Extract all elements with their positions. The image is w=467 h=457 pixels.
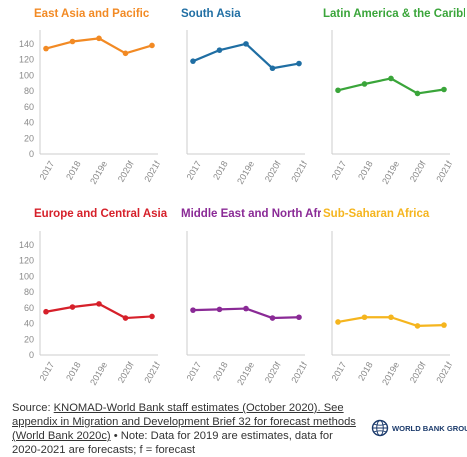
data-point xyxy=(96,301,102,307)
chart-panel-4: Europe and Central Asia 0 20 40 60 80 100 120 14… xyxy=(19,208,168,387)
data-point xyxy=(414,90,421,97)
chart-panel-2: South Asia 2017 2018 2019e 2020f 2021f xyxy=(181,8,309,186)
x-tick-label: 2019e xyxy=(235,360,256,387)
x-tick-label: 2021f xyxy=(142,360,162,385)
data-point xyxy=(149,42,155,49)
y-tick-label: 120 xyxy=(19,256,34,266)
x-tick-label: 2021f xyxy=(142,159,162,184)
data-point xyxy=(243,305,249,312)
y-tick-label: 60 xyxy=(24,303,34,313)
chart-panel-5: Middle East and North Africa 2017 2018 2019… xyxy=(181,208,338,387)
x-tick-label: 2019e xyxy=(380,360,401,387)
y-tick-label: 120 xyxy=(19,55,34,65)
y-tick-label: 100 xyxy=(19,70,34,80)
chart-panel-1: East Asia and Pacific 0 20 40 60 80 100 120 140 2… xyxy=(19,8,162,186)
data-point xyxy=(43,308,49,315)
y-tick-label: 60 xyxy=(24,102,34,112)
data-point xyxy=(335,319,341,325)
x-tick-label: 2020f xyxy=(408,360,428,385)
data-point xyxy=(69,38,76,45)
x-tick-label: 2017 xyxy=(185,159,204,181)
data-point xyxy=(441,86,447,93)
y-tick-label: 0 xyxy=(29,350,34,360)
y-tick-label: 80 xyxy=(24,287,34,297)
y-tick-label: 40 xyxy=(24,319,34,329)
source-note: Source: KNOMAD-World Bank staff estimate… xyxy=(12,401,364,457)
data-point xyxy=(441,322,447,328)
x-tick-label: 2017 xyxy=(38,360,57,382)
data-point xyxy=(269,315,276,321)
y-tick-label: 140 xyxy=(19,39,34,49)
world-bank-globe-icon xyxy=(371,419,389,437)
data-point xyxy=(361,314,368,321)
data-point xyxy=(190,307,196,313)
x-tick-label: 2020f xyxy=(408,159,428,184)
data-point xyxy=(149,313,155,320)
chart-title: Europe and Central Asia xyxy=(34,208,168,220)
x-tick-label: 2018 xyxy=(64,360,83,382)
x-tick-label: 2017 xyxy=(185,360,204,382)
source-link[interactable]: KNOMAD-World Bank staff estimates (Octob… xyxy=(12,402,356,442)
x-tick-label: 2019e xyxy=(235,159,256,186)
x-tick-label: 2020f xyxy=(116,159,136,184)
y-tick-label: 40 xyxy=(24,118,34,128)
chart-title: Sub-Saharan Africa xyxy=(323,208,430,220)
data-point xyxy=(216,47,223,53)
y-tick-label: 20 xyxy=(24,334,34,344)
source-note-text: • Note: Data for 2019 are estimates, dat… xyxy=(12,430,333,456)
data-point xyxy=(69,304,76,310)
data-point xyxy=(96,35,102,42)
data-point xyxy=(361,81,368,87)
x-tick-label: 2021f xyxy=(289,159,309,184)
world-bank-logo-text: WORLD BANK GROUP xyxy=(392,423,467,433)
x-tick-label: 2020f xyxy=(116,360,136,385)
x-tick-label: 2021f xyxy=(434,159,454,184)
data-point xyxy=(388,314,394,321)
series-line xyxy=(192,42,300,70)
x-tick-label: 2021f xyxy=(289,360,309,385)
data-point xyxy=(296,314,302,321)
y-tick-label: 0 xyxy=(29,149,34,159)
x-tick-label: 2019e xyxy=(88,360,109,387)
data-point xyxy=(269,65,276,72)
data-point xyxy=(43,45,49,52)
x-tick-label: 2018 xyxy=(64,159,83,181)
x-tick-label: 2018 xyxy=(356,159,375,181)
data-point xyxy=(296,60,302,67)
x-tick-label: 2019e xyxy=(88,159,109,186)
regional-charts: East Asia and Pacific 0 20 40 60 80 100 120 140 2… xyxy=(19,8,467,387)
chart-title: South Asia xyxy=(181,8,241,20)
x-tick-label: 2020f xyxy=(263,159,283,184)
x-tick-label: 2018 xyxy=(356,360,375,382)
x-tick-label: 2017 xyxy=(38,159,57,181)
x-tick-label: 2018 xyxy=(211,360,230,382)
x-tick-label: 2020f xyxy=(263,360,283,385)
data-point xyxy=(388,75,394,82)
source-prefix: Source: xyxy=(12,402,54,414)
world-bank-logo: WORLD BANK GROUP xyxy=(371,418,467,438)
x-tick-label: 2017 xyxy=(330,360,349,382)
x-tick-label: 2017 xyxy=(330,159,349,181)
data-point xyxy=(414,323,421,329)
chart-title: East Asia and Pacific xyxy=(34,8,150,20)
chart-title: Middle East and North Africa xyxy=(181,208,338,220)
chart-panel-6: Sub-Saharan Africa 2017 2018 2019e 2020f 2021… xyxy=(323,208,454,387)
x-tick-label: 2021f xyxy=(434,360,454,385)
x-tick-label: 2018 xyxy=(211,159,230,181)
data-point xyxy=(243,41,249,47)
y-tick-label: 20 xyxy=(24,133,34,143)
x-tick-label: 2019e xyxy=(380,159,401,186)
chart-panel-3: Latin America & the Caribbean 2017 2018 201… xyxy=(323,8,467,186)
data-point xyxy=(122,50,129,57)
data-point xyxy=(122,315,129,321)
y-tick-label: 140 xyxy=(19,240,34,250)
data-point xyxy=(335,87,341,94)
data-point xyxy=(190,58,196,64)
chart-title: Latin America & the Caribbean xyxy=(323,8,467,20)
y-tick-label: 80 xyxy=(24,86,34,96)
data-point xyxy=(216,306,223,313)
y-tick-label: 100 xyxy=(19,271,34,281)
